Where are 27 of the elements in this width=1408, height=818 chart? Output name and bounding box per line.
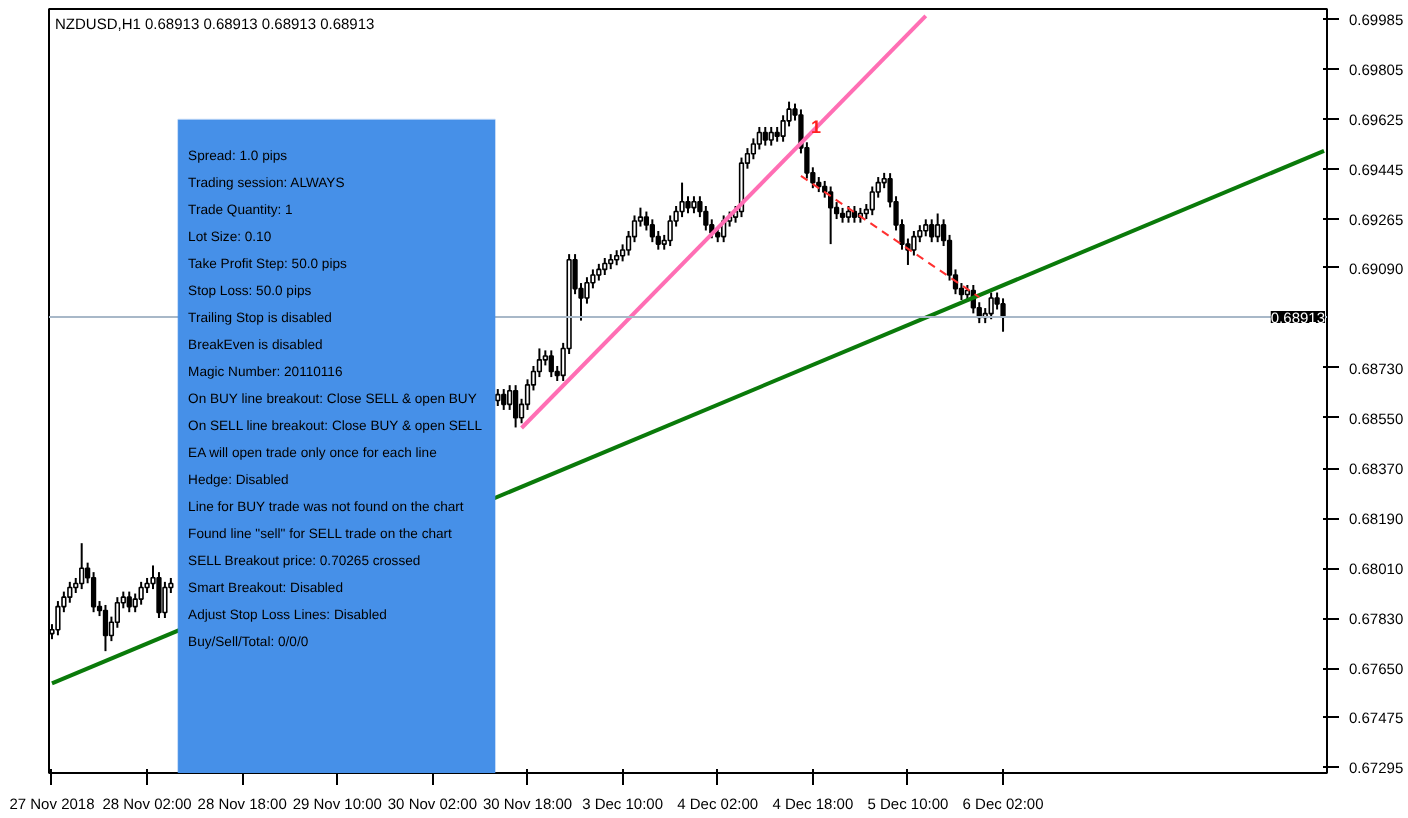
candlestick xyxy=(507,384,513,411)
candlestick xyxy=(162,580,168,620)
candlestick xyxy=(762,125,768,147)
candlestick xyxy=(138,580,144,606)
candlestick xyxy=(703,204,709,232)
candlestick xyxy=(55,600,61,637)
candlestick xyxy=(90,571,97,614)
candlestick xyxy=(102,603,109,653)
candlestick xyxy=(126,590,132,614)
candlestick xyxy=(679,181,685,219)
candlestick xyxy=(1000,297,1006,333)
candlestick xyxy=(649,218,655,244)
candlestick xyxy=(79,542,85,591)
candlestick xyxy=(988,291,994,321)
annotation: 1 xyxy=(810,116,821,137)
candlestick xyxy=(67,580,73,604)
candlestick xyxy=(501,388,507,411)
candlestick xyxy=(869,185,875,217)
candlestick xyxy=(929,218,935,244)
candlestick xyxy=(548,349,554,379)
candlestick xyxy=(156,571,162,620)
candlestick xyxy=(935,212,941,244)
candlestick xyxy=(911,230,917,257)
candlestick xyxy=(512,384,519,429)
candlestick xyxy=(768,125,774,147)
candlestick xyxy=(756,125,762,151)
candlestick xyxy=(667,214,673,248)
